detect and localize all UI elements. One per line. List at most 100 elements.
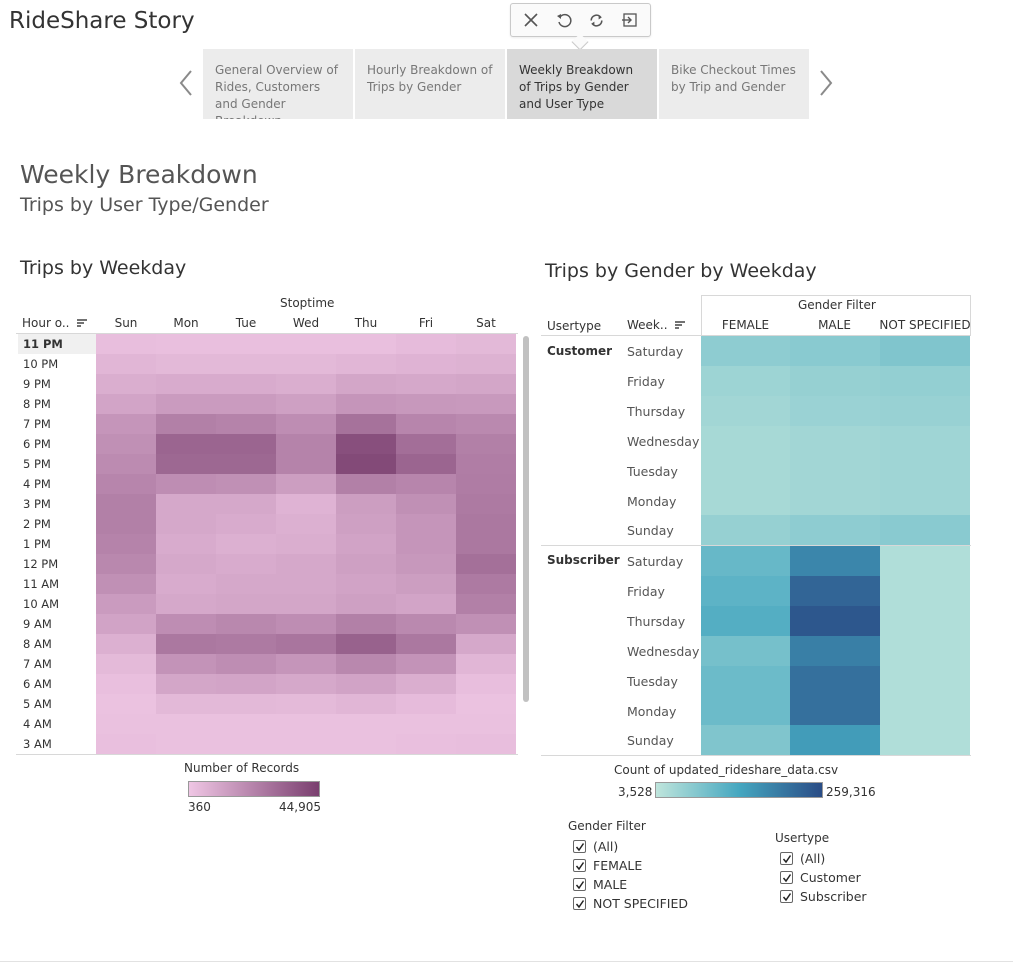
heatmap-cell[interactable] bbox=[396, 494, 456, 514]
heatmap-cell[interactable] bbox=[456, 634, 516, 654]
heatmap-cell[interactable] bbox=[216, 614, 276, 634]
heatmap-cell[interactable] bbox=[156, 674, 216, 694]
heatmap-cell[interactable] bbox=[396, 534, 456, 554]
heatmap-cell[interactable] bbox=[396, 554, 456, 574]
heatmap-cell[interactable] bbox=[276, 634, 336, 654]
heatmap-cell[interactable] bbox=[456, 354, 516, 374]
gender-filter-option-female[interactable]: FEMALE bbox=[573, 856, 642, 875]
heatmap-cell[interactable] bbox=[156, 734, 216, 754]
heatmap-cell[interactable] bbox=[396, 714, 456, 734]
heatmap-cell[interactable] bbox=[396, 514, 456, 534]
heatmap-cell[interactable] bbox=[216, 634, 276, 654]
exit-button[interactable] bbox=[617, 7, 643, 33]
gender-heatmap-cell[interactable] bbox=[701, 605, 790, 637]
heatmap-cell[interactable] bbox=[336, 374, 396, 394]
heatmap-cell[interactable] bbox=[216, 574, 276, 594]
gender-filter-checkbox-male[interactable] bbox=[573, 878, 586, 891]
heatmap-cell[interactable] bbox=[156, 374, 216, 394]
heatmap-cell[interactable] bbox=[336, 474, 396, 494]
heatmap-cell[interactable] bbox=[156, 434, 216, 454]
gender-heatmap-cell[interactable] bbox=[880, 395, 970, 427]
heatmap-cell[interactable] bbox=[96, 614, 156, 634]
gender-heatmap-cell[interactable] bbox=[880, 725, 970, 756]
heatmap-cell[interactable] bbox=[216, 654, 276, 674]
heatmap-cell[interactable] bbox=[276, 534, 336, 554]
heatmap-cell[interactable] bbox=[216, 414, 276, 434]
heatmap-cell[interactable] bbox=[276, 394, 336, 414]
gender-heatmap-cell[interactable] bbox=[880, 635, 970, 667]
heatmap-cell[interactable] bbox=[96, 494, 156, 514]
heatmap-cell[interactable] bbox=[336, 614, 396, 634]
usertype-filter-option-customer[interactable]: Customer bbox=[780, 868, 861, 887]
heatmap-cell[interactable] bbox=[396, 694, 456, 714]
heatmap-cell[interactable] bbox=[396, 574, 456, 594]
heatmap-cell[interactable] bbox=[276, 574, 336, 594]
heatmap-cell[interactable] bbox=[336, 694, 396, 714]
heatmap-cell[interactable] bbox=[216, 434, 276, 454]
gender-heatmap-cell[interactable] bbox=[790, 485, 880, 516]
heatmap-cell[interactable] bbox=[216, 714, 276, 734]
hour-label-3-am[interactable]: 3 AM bbox=[23, 737, 52, 751]
heatmap-cell[interactable] bbox=[336, 514, 396, 534]
heatmap-cell[interactable] bbox=[156, 394, 216, 414]
heatmap-cell[interactable] bbox=[216, 494, 276, 514]
heatmap-cell[interactable] bbox=[276, 614, 336, 634]
gender-heatmap-cell[interactable] bbox=[880, 665, 970, 696]
heatmap-cell[interactable] bbox=[336, 714, 396, 734]
heatmap-cell[interactable] bbox=[336, 674, 396, 694]
hour-label-2-pm[interactable]: 2 PM bbox=[23, 517, 51, 531]
gender-heatmap-cell[interactable] bbox=[790, 725, 880, 756]
heatmap-cell[interactable] bbox=[396, 454, 456, 474]
story-point-weekly-breakdown[interactable]: Weekly Breakdown of Trips by Gender and … bbox=[507, 49, 657, 119]
hour-label-8-am[interactable]: 8 AM bbox=[23, 637, 52, 651]
sort-icon[interactable] bbox=[76, 318, 88, 329]
heatmap-cell[interactable] bbox=[396, 414, 456, 434]
heatmap-cell[interactable] bbox=[336, 334, 396, 354]
gender-heatmap-cell[interactable] bbox=[880, 425, 970, 457]
heatmap-cell[interactable] bbox=[456, 494, 516, 514]
heatmap-cell[interactable] bbox=[456, 454, 516, 474]
hour-label-11-am[interactable]: 11 AM bbox=[23, 577, 60, 591]
heatmap-cell[interactable] bbox=[96, 454, 156, 474]
heatmap-cell[interactable] bbox=[336, 394, 396, 414]
heatmap-cell[interactable] bbox=[456, 594, 516, 614]
gender-heatmap-cell[interactable] bbox=[701, 725, 790, 756]
gender-heatmap-cell[interactable] bbox=[701, 635, 790, 667]
gender-heatmap-cell[interactable] bbox=[790, 365, 880, 397]
heatmap-cell[interactable] bbox=[276, 554, 336, 574]
heatmap-cell[interactable] bbox=[456, 614, 516, 634]
heatmap-cell[interactable] bbox=[456, 414, 516, 434]
gender-heatmap-cell[interactable] bbox=[790, 455, 880, 486]
heatmap-cell[interactable] bbox=[456, 554, 516, 574]
gender-heatmap-cell[interactable] bbox=[790, 336, 880, 367]
heatmap-cell[interactable] bbox=[156, 474, 216, 494]
heatmap-cell[interactable] bbox=[96, 394, 156, 414]
heatmap-cell[interactable] bbox=[156, 654, 216, 674]
story-point-checkout-times[interactable]: Bike Checkout Times by Trip and Gender bbox=[659, 49, 809, 119]
heatmap-cell[interactable] bbox=[96, 654, 156, 674]
heatmap-cell[interactable] bbox=[96, 374, 156, 394]
gender-heatmap-cell[interactable] bbox=[701, 515, 790, 546]
gender-heatmap-cell[interactable] bbox=[701, 665, 790, 696]
hour-label-1-pm[interactable]: 1 PM bbox=[23, 537, 51, 551]
hour-label-3-pm[interactable]: 3 PM bbox=[23, 497, 51, 511]
heatmap-cell[interactable] bbox=[156, 414, 216, 434]
heatmap-cell[interactable] bbox=[96, 634, 156, 654]
heatmap-cell[interactable] bbox=[396, 474, 456, 494]
heatmap-cell[interactable] bbox=[156, 334, 216, 354]
heatmap-cell[interactable] bbox=[156, 454, 216, 474]
hour-label-12-pm[interactable]: 12 PM bbox=[23, 557, 59, 571]
heatmap-cell[interactable] bbox=[456, 674, 516, 694]
gender-heatmap-cell[interactable] bbox=[880, 336, 970, 367]
heatmap-cell[interactable] bbox=[156, 714, 216, 734]
heatmap-cell[interactable] bbox=[456, 374, 516, 394]
heatmap-cell[interactable] bbox=[276, 674, 336, 694]
heatmap-cell[interactable] bbox=[396, 654, 456, 674]
heatmap-cell[interactable] bbox=[216, 374, 276, 394]
heatmap-cell[interactable] bbox=[456, 334, 516, 354]
heatmap-cell[interactable] bbox=[276, 334, 336, 354]
heatmap-cell[interactable] bbox=[336, 554, 396, 574]
gender-heatmap-cell[interactable] bbox=[790, 695, 880, 726]
heatmap-cell[interactable] bbox=[336, 734, 396, 754]
heatmap-cell[interactable] bbox=[216, 594, 276, 614]
